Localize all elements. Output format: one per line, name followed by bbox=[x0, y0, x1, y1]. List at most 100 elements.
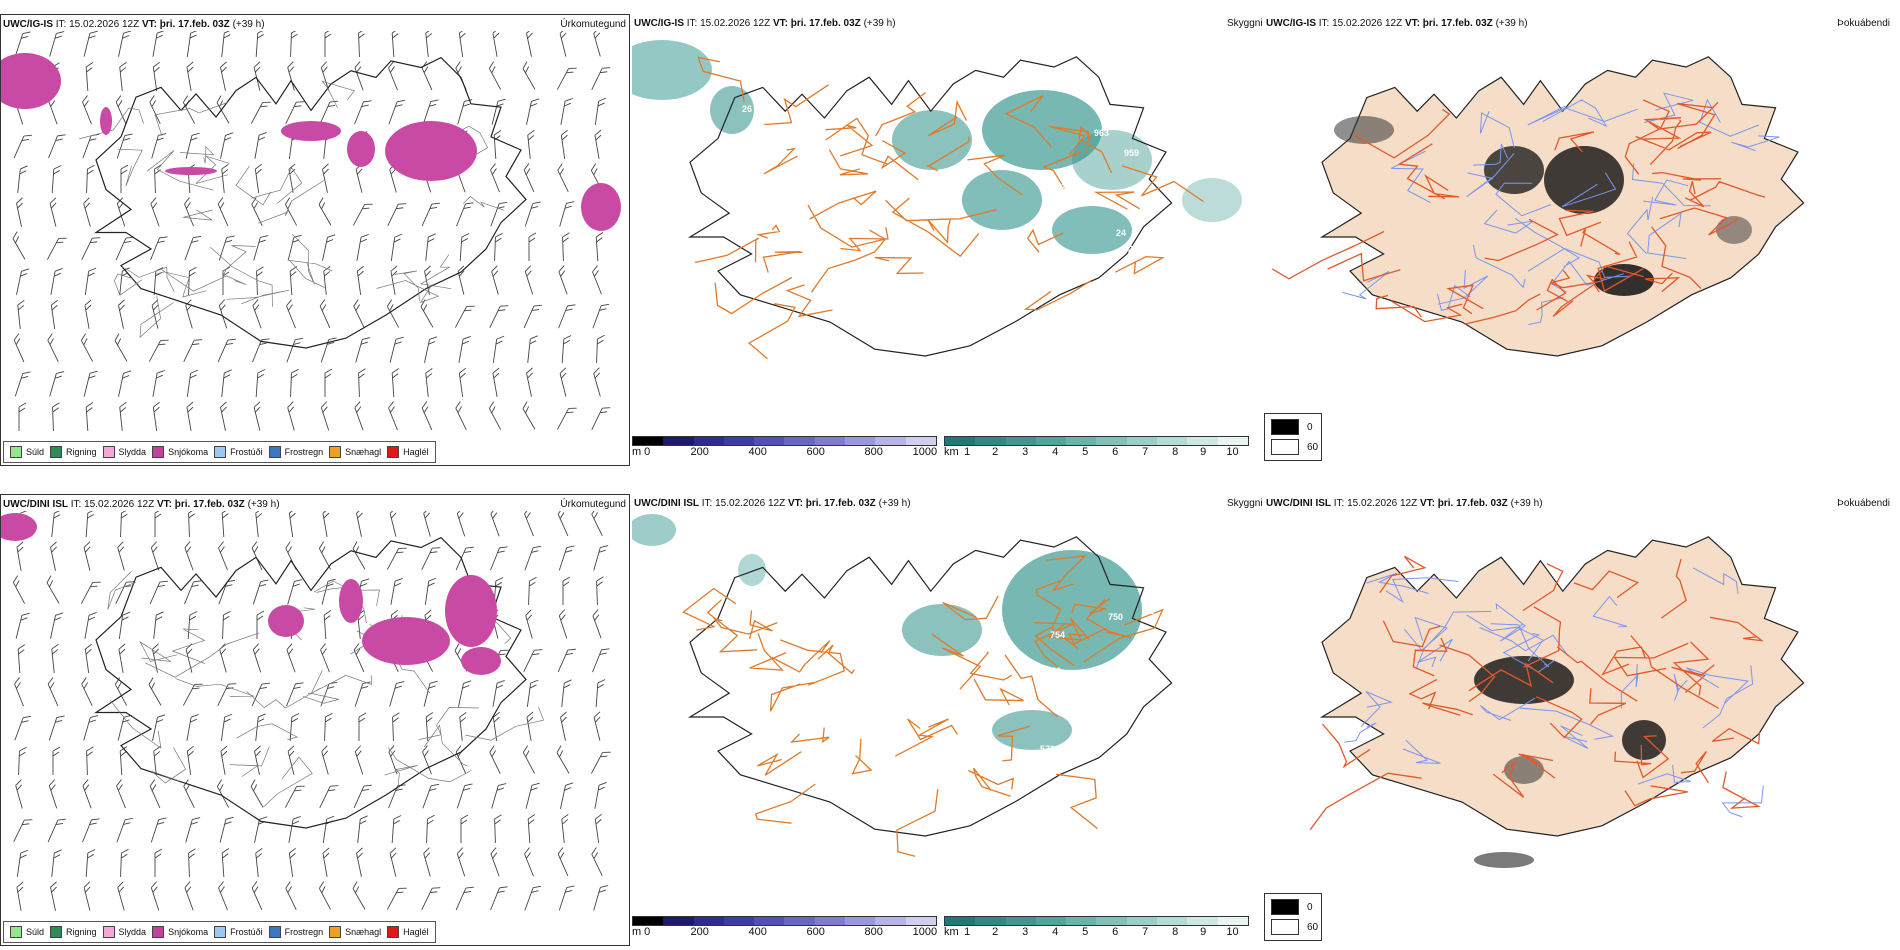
legend-swatch bbox=[102, 926, 115, 938]
cbar-cell bbox=[1096, 917, 1127, 925]
wind-barb bbox=[84, 643, 92, 673]
wind-barb bbox=[82, 779, 92, 809]
wind-barb bbox=[353, 299, 365, 328]
wind-barb bbox=[455, 401, 467, 430]
road-network bbox=[1271, 99, 1766, 325]
it-label: IT: bbox=[701, 498, 713, 509]
wind-barb bbox=[114, 677, 128, 706]
wind-barb bbox=[356, 511, 363, 537]
wind-barb bbox=[16, 881, 24, 911]
fog-key-label: 0 bbox=[1307, 421, 1313, 433]
wind-barb bbox=[221, 511, 230, 538]
wind-barb bbox=[491, 265, 499, 295]
shaded-area bbox=[1474, 656, 1574, 704]
panel-header: UWC/IG-IS IT: 15.02.2026 12Z VT: þri. 17… bbox=[634, 18, 896, 29]
wind-barb bbox=[423, 847, 431, 877]
legend-swatch bbox=[214, 926, 227, 938]
wind-barb bbox=[154, 164, 162, 194]
wind-barb bbox=[288, 511, 296, 537]
elevation-tick: 600 bbox=[806, 926, 825, 938]
visibility-value: 24 bbox=[1116, 228, 1126, 238]
wind-barb bbox=[321, 745, 329, 775]
wind-barb bbox=[151, 133, 167, 159]
visibility-colorbar-cells bbox=[944, 916, 1249, 926]
wind-barb bbox=[85, 849, 96, 878]
wind-barb bbox=[319, 100, 338, 125]
legend-item: Snæhagl bbox=[329, 446, 381, 458]
wind-barb bbox=[425, 367, 433, 397]
wind-barb bbox=[490, 847, 500, 877]
fog-key-swatch bbox=[1271, 899, 1299, 915]
legend-swatch bbox=[387, 926, 400, 938]
shaded-area bbox=[385, 121, 477, 181]
wind-barb bbox=[284, 785, 305, 808]
wind-barb bbox=[286, 682, 304, 707]
wind-barb bbox=[49, 371, 65, 397]
wind-barb bbox=[218, 881, 228, 911]
wind-barb bbox=[118, 370, 132, 397]
fog-map bbox=[1271, 56, 1805, 357]
legend-label: Haglél bbox=[403, 447, 429, 457]
visibility-tick: 2 bbox=[992, 446, 999, 458]
wind-barb bbox=[182, 683, 203, 706]
wind-barb bbox=[83, 370, 98, 397]
wind-barb bbox=[185, 132, 200, 159]
lead-time: (+39 h) bbox=[232, 19, 265, 30]
wind-barb bbox=[256, 610, 265, 639]
wind-barb bbox=[219, 816, 234, 843]
vt-value: þri. 17.feb. 03Z bbox=[1422, 18, 1493, 29]
wind-barb bbox=[255, 31, 266, 58]
wind-barb bbox=[593, 367, 601, 397]
wind-barb bbox=[490, 163, 500, 193]
wind-barb bbox=[424, 336, 438, 363]
visibility-tick: 4 bbox=[1052, 926, 1059, 938]
wind-barb bbox=[13, 333, 25, 363]
vt-label: VT: bbox=[772, 18, 788, 29]
legend-swatch bbox=[152, 446, 165, 458]
wind-barb bbox=[116, 779, 126, 809]
wind-barb bbox=[388, 784, 406, 809]
wind-barb bbox=[288, 816, 301, 843]
wind-barb bbox=[256, 266, 264, 296]
wind-barb bbox=[388, 401, 398, 431]
wind-barbs bbox=[12, 31, 611, 432]
wind-barb bbox=[221, 163, 229, 193]
elevation-tick: 0 bbox=[644, 926, 651, 938]
wind-barb bbox=[154, 511, 162, 537]
shaded-area bbox=[632, 40, 712, 100]
shaded-area bbox=[581, 183, 621, 231]
it-label: IT: bbox=[686, 18, 698, 29]
precip-type-panel-top: UWC/IG-IS IT: 15.02.2026 12Z VT: þri. 17… bbox=[0, 14, 630, 466]
wind-barb bbox=[352, 881, 366, 910]
wind-barb bbox=[354, 681, 371, 707]
wind-barb bbox=[591, 511, 603, 536]
wind-barb bbox=[186, 714, 199, 741]
wind-barb bbox=[14, 371, 31, 397]
cbar-cell bbox=[905, 917, 936, 925]
wind-barb bbox=[556, 67, 577, 90]
legend-item: Snjókoma bbox=[152, 926, 208, 938]
wind-barb bbox=[352, 203, 373, 226]
wind-barb bbox=[253, 235, 269, 261]
wind-barb bbox=[85, 402, 94, 432]
visibility-areas bbox=[632, 514, 1142, 750]
lead-time: (+39 h) bbox=[863, 18, 896, 29]
shaded-area bbox=[1072, 130, 1152, 190]
it-value: 15.02.2026 12Z bbox=[84, 499, 155, 510]
wind-barb bbox=[51, 643, 59, 673]
wind-barb bbox=[425, 31, 433, 57]
cbar-cell bbox=[814, 917, 846, 925]
wind-barb bbox=[422, 99, 439, 125]
wind-barb bbox=[287, 234, 302, 261]
it-value: 15.02.2026 12Z bbox=[700, 18, 771, 29]
precip-legend: Súld Rigning Slydda Snjókoma Frostúði Fr… bbox=[3, 441, 436, 463]
wind-barb bbox=[386, 887, 407, 910]
cbar-cell bbox=[663, 917, 694, 925]
wind-barb bbox=[118, 611, 131, 639]
wind-barb bbox=[154, 848, 163, 877]
wind-barb bbox=[558, 265, 568, 295]
visibility-value: 58 bbox=[748, 138, 758, 148]
visibility-tick: 7 bbox=[1142, 926, 1149, 938]
fog-areas bbox=[1474, 656, 1666, 868]
wind-barb bbox=[222, 266, 231, 295]
